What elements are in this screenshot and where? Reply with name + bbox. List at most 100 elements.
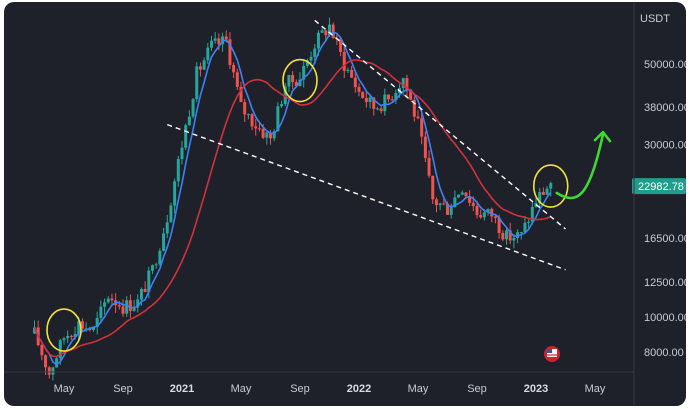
candle-body (224, 36, 228, 40)
candle-body (453, 197, 457, 208)
fast-moving-average-line (33, 31, 552, 366)
highlight-circle[interactable] (46, 308, 82, 352)
candle-body (490, 208, 494, 217)
candle-body (394, 92, 398, 100)
candle-body (232, 64, 236, 73)
time-tick-label: May (408, 383, 429, 395)
candle-body (180, 147, 184, 160)
candle-body (254, 126, 258, 129)
candle-body (228, 39, 232, 65)
candle-body (387, 94, 390, 100)
candles-layer (33, 17, 553, 381)
trendline-dashed[interactable] (314, 19, 566, 230)
candle-body (401, 78, 405, 88)
candle-body (217, 38, 221, 45)
candle-body (527, 221, 531, 223)
candle-body (405, 78, 409, 90)
price-tick-label: 10000.00 (644, 312, 686, 324)
candle-body (313, 48, 317, 57)
price-scale-unit: USDT (640, 13, 670, 25)
price-tick-label: 50000.00 (644, 59, 686, 71)
price-scale[interactable]: USDT 50000.00 38000.00 30000.00 16500.00 125… (632, 13, 686, 359)
candle-body (221, 36, 225, 45)
candle-body (280, 104, 284, 107)
candle-body (423, 136, 427, 158)
candle-body (530, 206, 534, 222)
candle-body (213, 38, 217, 41)
highlight-circle[interactable] (532, 164, 569, 208)
candle-body (243, 101, 247, 115)
candle-body (162, 233, 166, 251)
time-tick-label: 2022 (347, 383, 371, 395)
candle-body (257, 128, 261, 130)
candle-body (103, 302, 107, 307)
time-tick-label: 2021 (170, 383, 194, 395)
us-flag-icon-field (547, 349, 557, 358)
price-tick-label: 38000.00 (644, 102, 686, 114)
time-tick-label: May (585, 383, 606, 395)
candle-body (475, 206, 479, 216)
candle-body (106, 298, 110, 303)
candle-body (479, 215, 483, 218)
time-tick-label: Sep (290, 383, 310, 395)
price-chart[interactable]: USDT 50000.00 38000.00 30000.00 16500.00 125… (4, 2, 686, 406)
candle-body (549, 183, 553, 189)
candle-body (375, 108, 379, 110)
candle-body (493, 216, 497, 218)
candle-body (99, 306, 103, 318)
candle-body (545, 188, 549, 195)
chart-frame: USDT 50000.00 38000.00 30000.00 16500.00 125… (4, 2, 686, 406)
candle-body (184, 125, 188, 148)
candle-body (69, 335, 73, 337)
candle-body (143, 288, 147, 292)
candle-body (55, 358, 59, 368)
candle-body (66, 335, 70, 339)
candle-body (121, 306, 125, 314)
candle-body (446, 203, 449, 215)
forecast-arrow[interactable] (555, 132, 605, 200)
candle-body (464, 192, 468, 197)
forecast-arrow-head (593, 130, 612, 143)
candle-body (110, 298, 114, 301)
candle-body (210, 40, 213, 48)
candle-body (361, 91, 365, 98)
time-scale[interactable]: May Sep 2021 May Sep 2022 May Sep 2023 May (4, 2, 635, 406)
candle-body (342, 51, 346, 71)
candle-body (158, 250, 162, 265)
candle-body (438, 203, 442, 206)
candle-body (169, 205, 173, 223)
candle-body (92, 327, 95, 331)
highlight-circle[interactable] (282, 58, 318, 103)
candle-body (276, 106, 280, 132)
candle-body (73, 334, 77, 337)
candle-body (239, 86, 243, 102)
candle-body (339, 38, 343, 52)
us-flag-icon[interactable] (544, 346, 560, 362)
time-tick-label: Sep (467, 383, 487, 395)
time-tick-label: 2023 (524, 383, 548, 395)
candle-body (77, 321, 81, 335)
trendline-dashed[interactable] (167, 123, 566, 271)
candle-body (519, 232, 523, 234)
candle-body (305, 60, 309, 66)
candle-body (58, 340, 62, 359)
time-tick-label: May (54, 383, 75, 395)
candle-body (206, 47, 210, 61)
candle-body (173, 181, 177, 206)
candle-body (125, 300, 129, 314)
candle-body (62, 338, 66, 341)
candle-body (324, 30, 328, 36)
candle-body (261, 128, 265, 138)
candle-body (357, 87, 361, 92)
current-price-label: 22982.78 (638, 181, 684, 193)
candle-body (364, 97, 368, 102)
candle-body (191, 99, 195, 117)
candle-body (449, 207, 453, 215)
candle-body (195, 66, 199, 100)
candle-body (202, 60, 206, 70)
price-ticks: 50000.00 38000.00 30000.00 16500.00 12500.00… (644, 59, 686, 359)
candle-body (379, 108, 383, 112)
candle-body (291, 75, 295, 83)
candle-body (390, 99, 394, 101)
price-tick-label: 8000.00 (644, 347, 684, 359)
